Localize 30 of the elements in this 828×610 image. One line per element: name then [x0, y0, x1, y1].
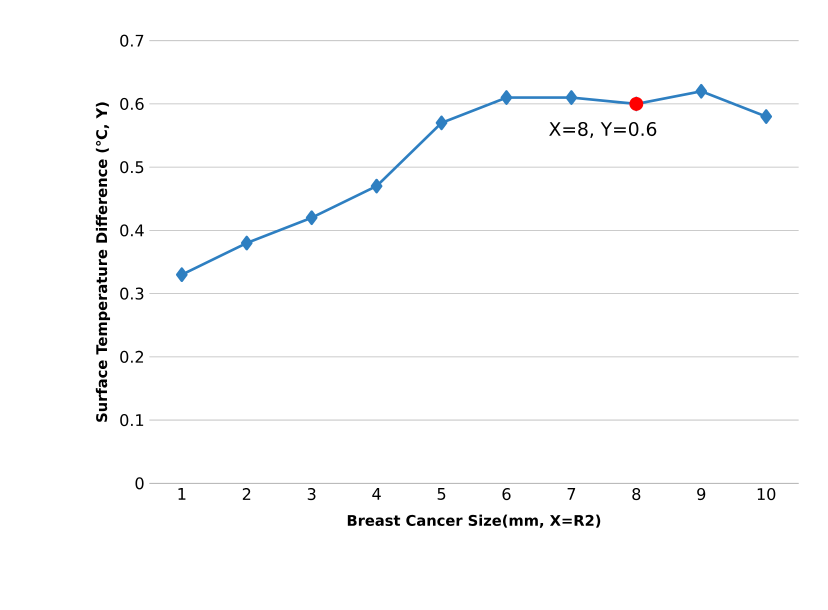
y-tick-label: 0.5 [120, 161, 144, 174]
y-tick-label: 0.7 [120, 34, 144, 47]
y-tick-label: 0 [135, 477, 144, 490]
x-tick-label: 5 [438, 488, 446, 500]
annotation: X=8, Y=0.6 [549, 122, 656, 138]
y-axis-title: Surface Temperature Difference (℃, Y) [96, 102, 110, 422]
x-tick-label: 1 [178, 488, 186, 500]
x-tick-label: 6 [502, 488, 511, 500]
x-tick-label: 3 [308, 488, 316, 500]
point [176, 267, 188, 282]
y-tick-label: 0.6 [120, 98, 144, 110]
x-tick-label: 4 [372, 488, 381, 500]
y-tick-label: 0.4 [120, 224, 144, 236]
y-tick-label: 0.1 [120, 414, 144, 426]
x-tick-label: 2 [242, 488, 250, 500]
y-tick-label: 0.3 [120, 288, 144, 300]
x-tick-label: 9 [697, 488, 706, 500]
point [306, 210, 318, 226]
point [500, 90, 512, 105]
point [760, 109, 772, 124]
x-tick-label: 8 [632, 488, 640, 500]
point [436, 116, 448, 130]
point [240, 236, 253, 250]
point [566, 90, 578, 105]
x-tick-label: 10 [758, 488, 776, 500]
point [370, 178, 382, 194]
point [695, 84, 708, 99]
y-tick-label: 0.2 [120, 350, 144, 363]
x-tick-label: 7 [568, 488, 576, 500]
x-axis-title: Breast Cancer Size(mm, X=R2) [348, 514, 600, 528]
